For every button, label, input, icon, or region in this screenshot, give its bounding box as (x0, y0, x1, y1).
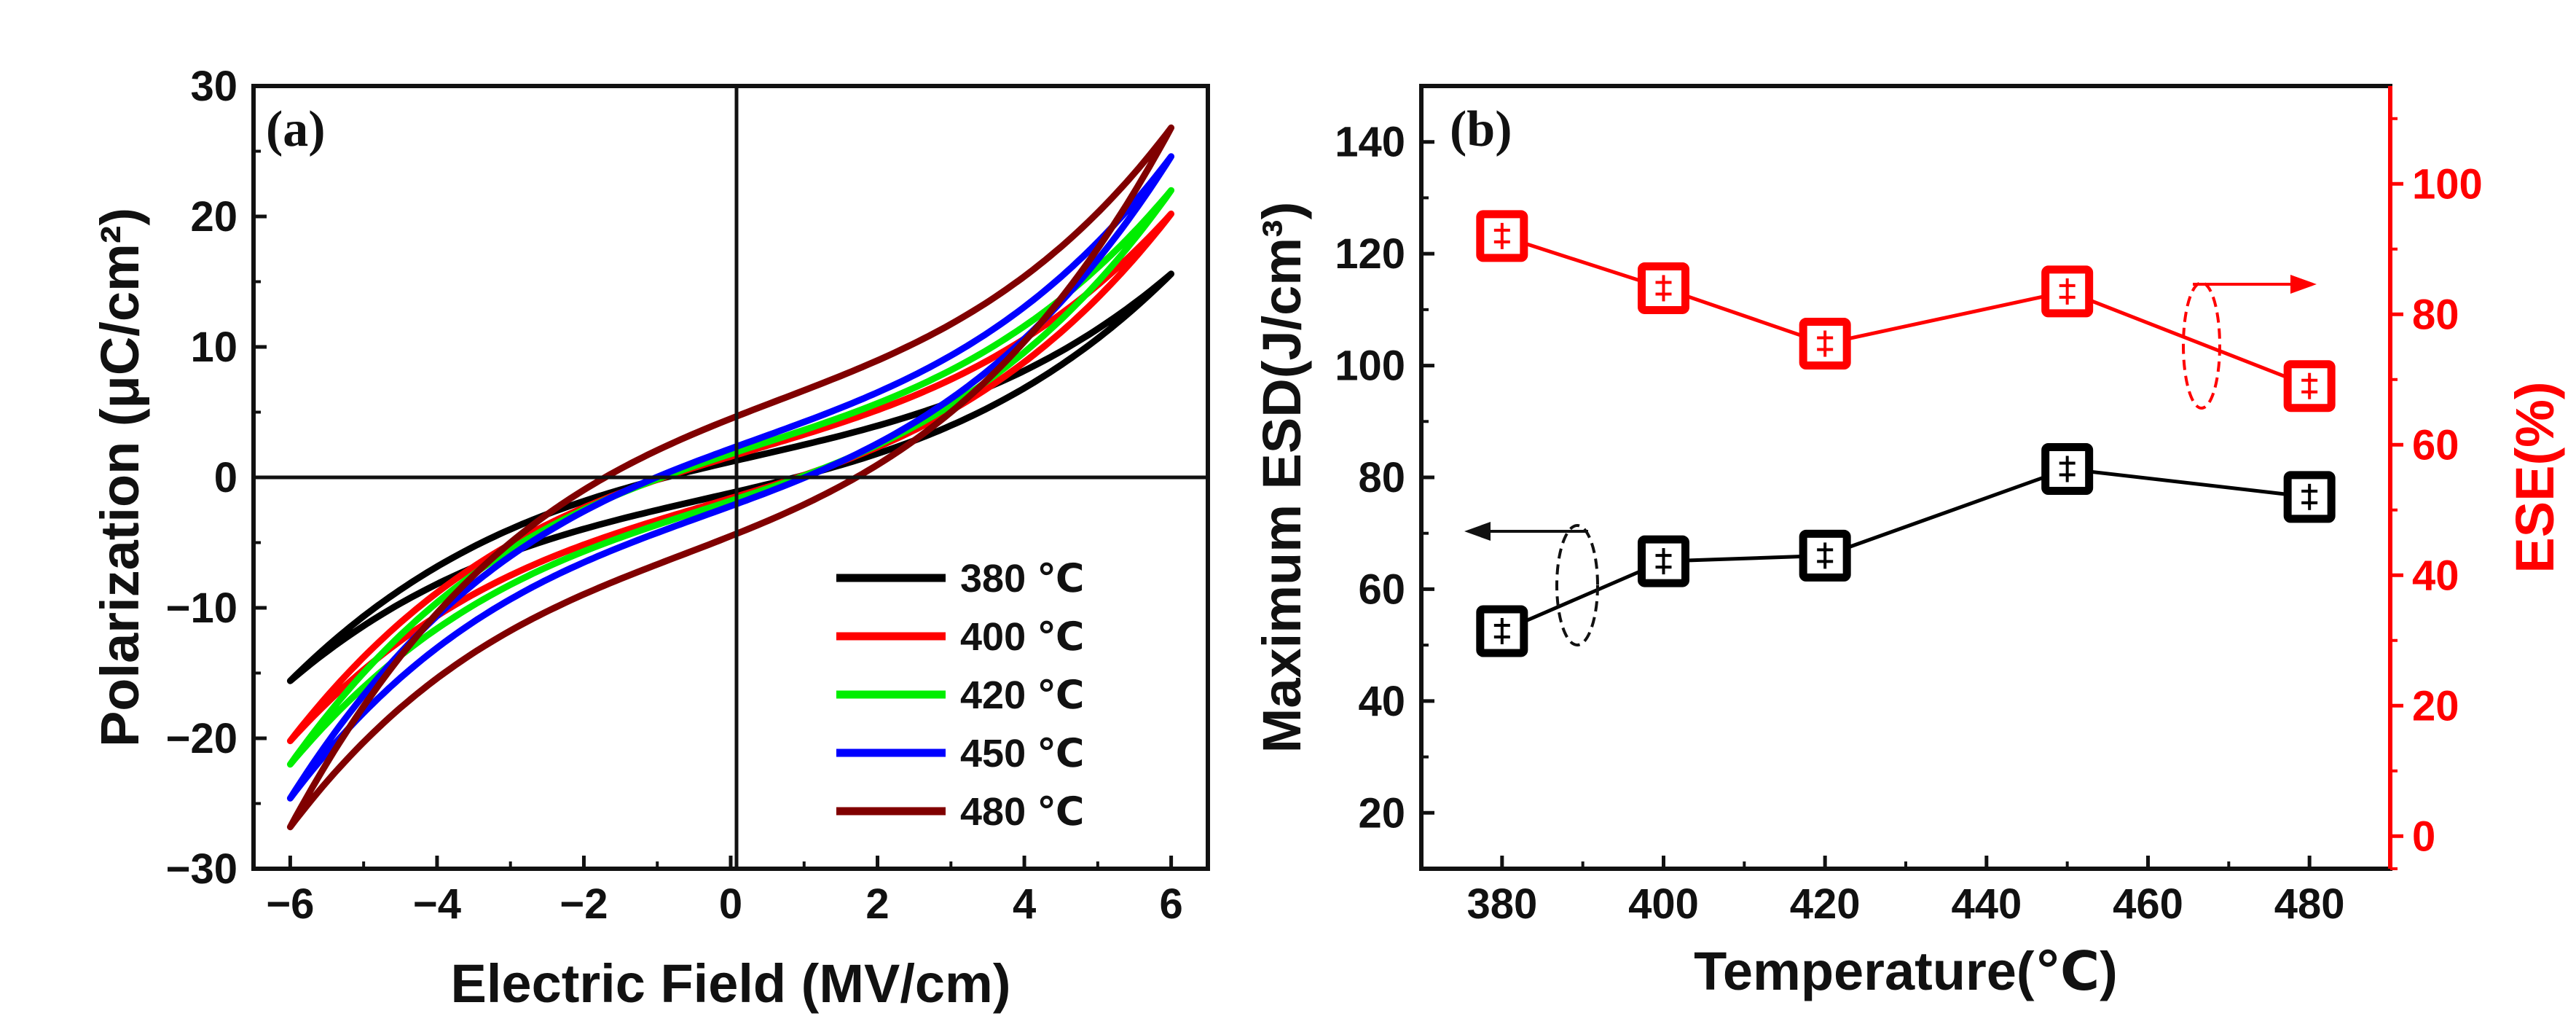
y-tick-label: 30 (190, 63, 237, 110)
panel-b-data (1476, 210, 2336, 657)
data-point (1638, 535, 1689, 587)
right-y-tick-label: 40 (2412, 552, 2459, 599)
left-y-tick-label: 100 (1335, 343, 1405, 390)
x-tick-label: 0 (719, 880, 742, 928)
panel-b-x-ticks: 380 400 420 440 460 480 (1466, 856, 2345, 928)
left-y-tick-label: 40 (1358, 678, 1405, 725)
x-tick-label: 420 (1790, 880, 1861, 928)
right-y-tick-label: 100 (2412, 160, 2483, 208)
data-point (2041, 265, 2094, 318)
data-point (1476, 210, 1528, 262)
right-y-tick-label: 20 (2412, 682, 2459, 730)
y-tick-label: 10 (190, 324, 237, 371)
series-line-1 (1501, 234, 2311, 388)
panel-a-y-axis-label: Polarization (μC/cm²) (90, 208, 150, 747)
right-y-tick-label: 80 (2412, 291, 2459, 338)
panel-b-left-y-axis-label: Maximum ESD(J/cm³) (1252, 202, 1312, 754)
panel-b-right-y-axis-label: ESE(%) (2505, 381, 2565, 573)
hysteresis-loop-4 (286, 124, 1175, 831)
data-point (1476, 605, 1528, 657)
x-tick-label: 380 (1466, 880, 1537, 928)
legend: 380 ℃ 400 ℃ 420 ℃ 450 ℃ 480 ℃ (836, 557, 1085, 834)
x-tick-label: 4 (1013, 880, 1036, 928)
x-tick-label: 440 (1951, 880, 2022, 928)
y-tick-label: 0 (214, 454, 237, 501)
data-point (2041, 442, 2094, 495)
y-tick-label: −30 (166, 845, 237, 893)
left-y-tick-label: 120 (1335, 230, 1405, 278)
legend-label: 380 ℃ (960, 557, 1085, 601)
x-tick-label: 480 (2274, 880, 2345, 928)
y-tick-label: −20 (166, 715, 237, 762)
legend-label: 400 ℃ (960, 615, 1085, 659)
esd-axis-indicator (1464, 522, 1599, 646)
data-point (2283, 360, 2336, 413)
series-line-0 (1501, 466, 2310, 633)
ese-axis-indicator (2182, 275, 2317, 410)
panel-b-x-axis-label: Temperature(℃) (1694, 941, 2118, 1001)
x-tick-label: 6 (1159, 880, 1182, 928)
legend-label: 450 ℃ (960, 732, 1085, 775)
panel-a-x-axis-label: Electric Field (MV/cm) (451, 953, 1011, 1014)
legend-label: 420 ℃ (960, 673, 1085, 717)
x-tick-label: 400 (1628, 880, 1699, 928)
panel-b-left-y-ticks: 20 40 60 80 100 120 140 (1335, 119, 1434, 837)
data-point (1799, 529, 1851, 582)
left-y-tick-label: 140 (1335, 119, 1405, 166)
y-tick-label: 20 (190, 193, 237, 241)
right-arrow-icon (2290, 275, 2317, 294)
left-y-tick-label: 60 (1358, 566, 1405, 613)
data-point (1799, 318, 1851, 370)
esd-indicator-ellipse (1555, 524, 1599, 646)
left-y-tick-label: 80 (1358, 454, 1405, 501)
panel-a-label: (a) (266, 101, 326, 157)
panel-a-y-ticks: −30 −20 −10 0 10 20 30 (166, 63, 267, 893)
panel-b-temperature-dependence: 380 400 420 440 460 480 20 40 60 80 100 120 140 0 20… (1252, 84, 2565, 1001)
panel-b-label: (b) (1450, 101, 1512, 157)
ese-indicator-ellipse (2182, 281, 2221, 410)
x-tick-label: −4 (413, 880, 461, 928)
right-y-tick-label: 0 (2412, 813, 2435, 860)
hysteresis-loops (286, 124, 1175, 831)
left-y-tick-label: 20 (1358, 789, 1405, 837)
data-point (2283, 471, 2336, 523)
left-arrow-icon (1464, 522, 1491, 541)
panel-a-x-ticks: −6 −4 −2 0 2 4 6 (266, 856, 1183, 928)
panel-b-right-y-ticks: 0 20 40 60 80 100 (2390, 117, 2483, 870)
data-point (1638, 262, 1689, 314)
x-tick-label: −6 (266, 880, 314, 928)
panel-b-plot-frame (1419, 84, 2392, 871)
hysteresis-loop-0 (286, 270, 1175, 684)
x-tick-label: 460 (2113, 880, 2183, 928)
x-tick-label: 2 (865, 880, 889, 928)
x-tick-label: −2 (559, 880, 608, 928)
right-y-tick-label: 60 (2412, 421, 2459, 469)
hysteresis-loop-3 (286, 153, 1175, 802)
legend-label: 480 ℃ (960, 790, 1085, 834)
y-tick-label: −10 (166, 585, 237, 632)
